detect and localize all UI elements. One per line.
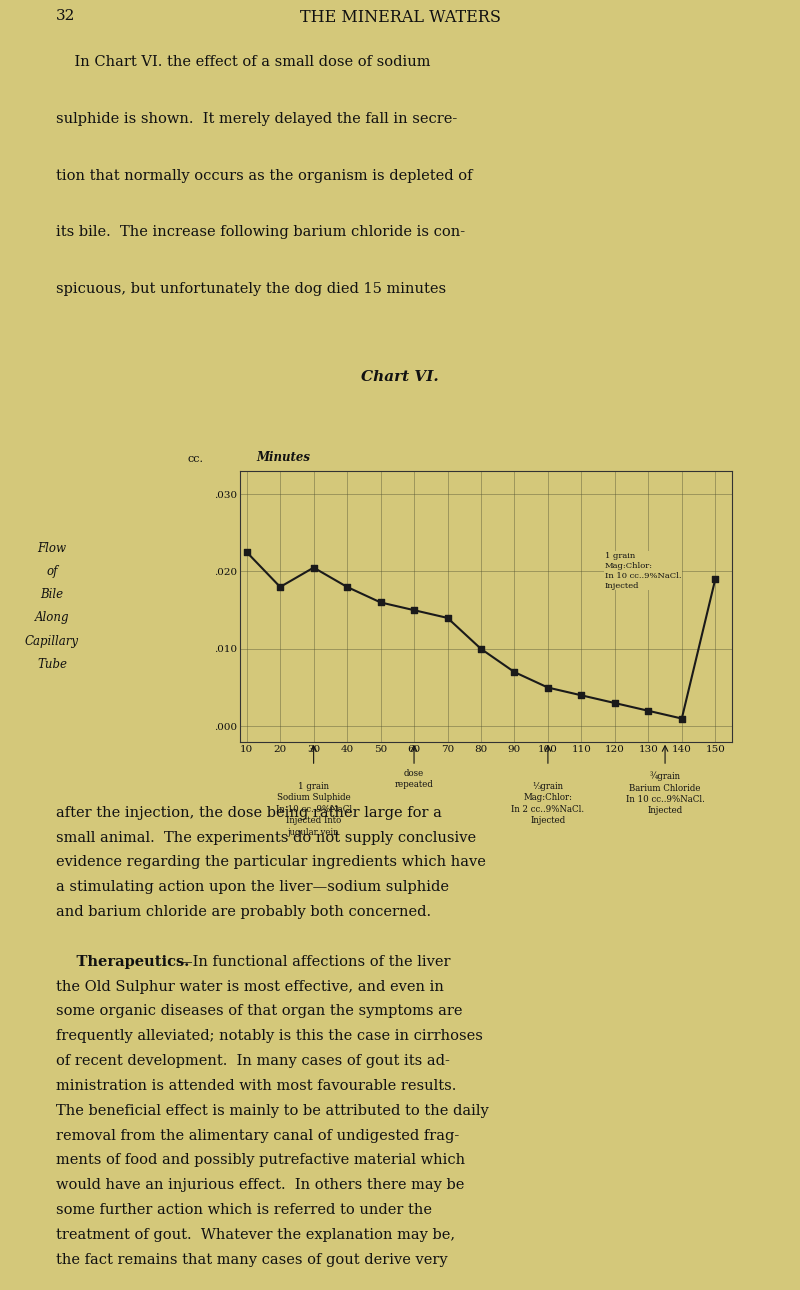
Text: cc.: cc. [188,454,204,464]
Text: ministration is attended with most favourable results.: ministration is attended with most favou… [56,1078,456,1093]
Text: treatment of gout.  Whatever the explanation may be,: treatment of gout. Whatever the explanat… [56,1228,455,1242]
Text: The beneficial effect is mainly to be attributed to the daily: The beneficial effect is mainly to be at… [56,1104,489,1117]
Text: after the injection, the dose being rather large for a: after the injection, the dose being rath… [56,806,442,819]
Point [274,577,286,597]
Text: small animal.  The experiments do not supply conclusive: small animal. The experiments do not sup… [56,831,476,845]
Point [642,700,654,721]
Text: of recent development.  In many cases of gout its ad-: of recent development. In many cases of … [56,1054,450,1068]
Text: sulphide is shown.  It merely delayed the fall in secre-: sulphide is shown. It merely delayed the… [56,112,458,126]
Point [240,542,253,562]
Text: tion that normally occurs as the organism is depleted of: tion that normally occurs as the organis… [56,169,473,183]
Text: Capillary: Capillary [25,635,79,648]
Text: the fact remains that many cases of gout derive very: the fact remains that many cases of gout… [56,1253,448,1267]
Point [408,600,421,620]
Text: would have an injurious effect.  In others there may be: would have an injurious effect. In other… [56,1178,464,1192]
Point [341,577,354,597]
Point [307,557,320,578]
Text: its bile.  The increase following barium chloride is con-: its bile. The increase following barium … [56,226,465,239]
Text: and barium chloride are probably both concerned.: and barium chloride are probably both co… [56,906,431,918]
Text: some organic diseases of that organ the symptoms are: some organic diseases of that organ the … [56,1005,462,1018]
Point [609,693,622,713]
Text: Chart VI.: Chart VI. [361,370,439,384]
Text: of: of [46,565,58,578]
Text: ments of food and possibly putrefactive material which: ments of food and possibly putrefactive … [56,1153,465,1167]
Point [575,685,588,706]
Text: evidence regarding the particular ingredients which have: evidence regarding the particular ingred… [56,855,486,869]
Text: Tube: Tube [37,658,67,671]
Text: Along: Along [34,611,70,624]
Point [441,608,454,628]
Text: Therapeutics.: Therapeutics. [56,955,190,969]
Text: 1 grain
Mag:Chlor:
In 10 cc..9%NaCl.
Injected: 1 grain Mag:Chlor: In 10 cc..9%NaCl. Inj… [605,552,682,590]
Point [709,569,722,590]
Text: spicuous, but unfortunately the dog died 15 minutes: spicuous, but unfortunately the dog died… [56,281,446,295]
Text: ⅓grain
Mag:Chlor:
In 2 cc..9%NaCl.
Injected: ⅓grain Mag:Chlor: In 2 cc..9%NaCl. Injec… [511,782,585,826]
Point [542,677,554,698]
Text: dose
repeated: dose repeated [394,769,434,789]
Text: removal from the alimentary canal of undigested frag-: removal from the alimentary canal of und… [56,1129,459,1143]
Text: 1 grain
Sodium Sulphide
In 10 cc..9%NaCl
Injected Into
jugular vein: 1 grain Sodium Sulphide In 10 cc..9%NaCl… [275,782,352,836]
Text: some further action which is referred to under the: some further action which is referred to… [56,1204,432,1216]
Text: THE MINERAL WATERS: THE MINERAL WATERS [299,9,501,26]
Text: Minutes: Minutes [256,451,310,464]
Text: Bile: Bile [41,588,63,601]
Text: 32: 32 [56,9,75,22]
Point [474,639,487,659]
Text: ¾grain
Barium Chloride
In 10 cc..9%NaCl.
Injected: ¾grain Barium Chloride In 10 cc..9%NaCl.… [626,771,705,815]
Point [374,592,387,613]
Text: In Chart VI. the effect of a small dose of sodium: In Chart VI. the effect of a small dose … [56,55,430,70]
Text: frequently alleviated; notably is this the case in cirrhoses: frequently alleviated; notably is this t… [56,1029,483,1044]
Text: a stimulating action upon the liver—sodium sulphide: a stimulating action upon the liver—sodi… [56,880,449,894]
Point [675,708,688,729]
Point [508,662,521,682]
Text: Flow: Flow [38,542,66,555]
Text: —In functional affections of the liver: —In functional affections of the liver [178,955,451,969]
Text: the Old Sulphur water is most effective, and even in: the Old Sulphur water is most effective,… [56,979,444,993]
